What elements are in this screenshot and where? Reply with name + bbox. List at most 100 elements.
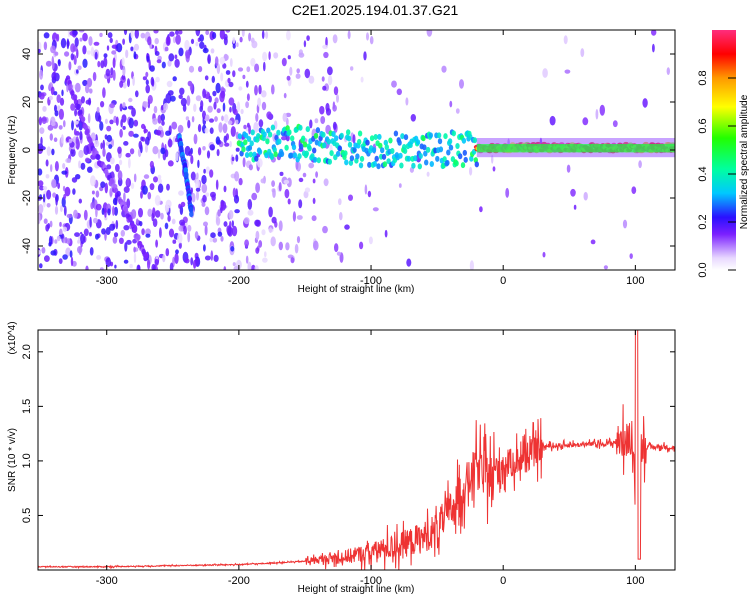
spectral-cell: [195, 41, 199, 47]
snr-x-label: Height of straight line (km): [298, 584, 415, 595]
spectral-cell: [165, 204, 170, 213]
spectral-track-cell: [371, 147, 377, 154]
spectral-cell: [93, 217, 98, 224]
spectral-track-cell: [400, 133, 405, 140]
spectral-cell: [74, 37, 79, 47]
spectral-cell: [229, 106, 232, 113]
spectral-cell: [112, 57, 116, 69]
spectral-cell: [202, 146, 206, 151]
snr-frame: [37, 329, 676, 571]
spectral-track-cell: [381, 153, 387, 160]
x-tick-label: -100: [360, 275, 382, 287]
spectral-track-cell: [335, 150, 341, 157]
spectral-cell: [298, 177, 304, 183]
spectral-cell: [106, 45, 110, 51]
spectral-cell: [204, 224, 208, 236]
spectral-cell: [261, 229, 266, 236]
spectral-cell: [257, 97, 261, 107]
spectral-cell: [55, 195, 58, 206]
spectral-track-cell: [96, 154, 101, 161]
spectral-cell: [322, 85, 327, 91]
spectral-cell: [209, 127, 214, 134]
spectral-cell: [48, 235, 53, 246]
spectral-cell: [426, 171, 430, 177]
spectral-cell: [121, 114, 127, 123]
spectral-cell: [75, 136, 79, 145]
spectral-cell: [348, 194, 353, 201]
spectral-cell: [62, 185, 66, 192]
spectral-cell: [223, 221, 228, 227]
spectral-cell: [154, 195, 161, 206]
spectral-cell: [273, 52, 279, 59]
spectral-track-cell: [270, 124, 276, 131]
spectral-cell: [364, 184, 368, 195]
x-tick-label: -200: [228, 275, 250, 287]
spectral-cell: [130, 46, 134, 52]
spectral-cell: [179, 219, 186, 226]
spectral-cell: [603, 265, 609, 270]
spectral-track-cell: [384, 144, 389, 151]
spectral-cell: [155, 129, 162, 136]
spectral-cell: [359, 241, 364, 250]
spectral-track-cell: [418, 153, 423, 159]
spectral-cell: [294, 243, 299, 254]
spectral-cell: [102, 139, 105, 150]
spectral-track-cell: [305, 126, 310, 133]
spectral-track-cell: [460, 162, 466, 169]
spectral-cell: [154, 37, 159, 45]
spectral-cell: [155, 239, 159, 248]
spectral-cell: [246, 93, 250, 101]
spectral-cell: [45, 174, 50, 179]
spectral-cell: [215, 136, 221, 145]
spectral-cell: [145, 228, 151, 236]
spectral-cell: [391, 80, 397, 88]
spectral-cell: [174, 253, 179, 264]
spectral-cell: [224, 142, 230, 147]
spectral-cell: [94, 51, 98, 60]
spectral-cell: [223, 185, 227, 193]
spectral-cell: [116, 43, 123, 53]
spectral-cell: [131, 107, 136, 117]
spectral-cell: [170, 95, 176, 102]
spectral-cell: [43, 41, 48, 51]
spectral-cell: [140, 32, 146, 39]
spectral-cell: [311, 215, 317, 222]
spectral-cell: [210, 191, 216, 198]
spectral-cell: [228, 97, 235, 106]
spectral-cell: [193, 103, 197, 113]
spectral-cell: [138, 140, 143, 150]
spectral-cell: [126, 198, 131, 209]
spectral-track-cell: [136, 234, 141, 241]
spectral-track-cell: [445, 159, 450, 166]
spectral-track-cell: [402, 148, 408, 154]
spectral-cell: [155, 76, 160, 83]
spectral-cell: [112, 69, 116, 81]
spectral-cell: [107, 208, 111, 216]
spectral-track-cell: [352, 146, 357, 153]
spectral-track-cell: [448, 144, 454, 151]
spectral-cell: [209, 237, 213, 243]
spectral-cell: [262, 257, 268, 263]
spectral-track-cell: [447, 138, 453, 145]
spectral-cell: [167, 160, 174, 167]
spectral-cell: [38, 180, 44, 187]
spectral-cell: [42, 105, 47, 112]
x-tick-label: 0: [500, 575, 506, 587]
spectral-cell: [290, 257, 295, 264]
spectral-track-cell: [316, 157, 321, 164]
spectral-cell: [319, 105, 325, 115]
spectral-track-cell: [455, 143, 460, 149]
spectral-cell: [366, 32, 369, 41]
spectral-cell: [200, 100, 204, 109]
spectral-cell: [202, 47, 209, 54]
spectral-cell: [47, 124, 54, 131]
spectral-track-cell: [359, 155, 365, 162]
spectral-cell: [216, 149, 220, 157]
spectral-cell: [54, 239, 58, 244]
spectral-cell: [38, 116, 43, 126]
spectral-cell: [53, 91, 58, 96]
spectral-cell: [120, 229, 126, 237]
spectral-track-cell: [390, 148, 395, 154]
spectral-track-cell: [386, 158, 391, 165]
